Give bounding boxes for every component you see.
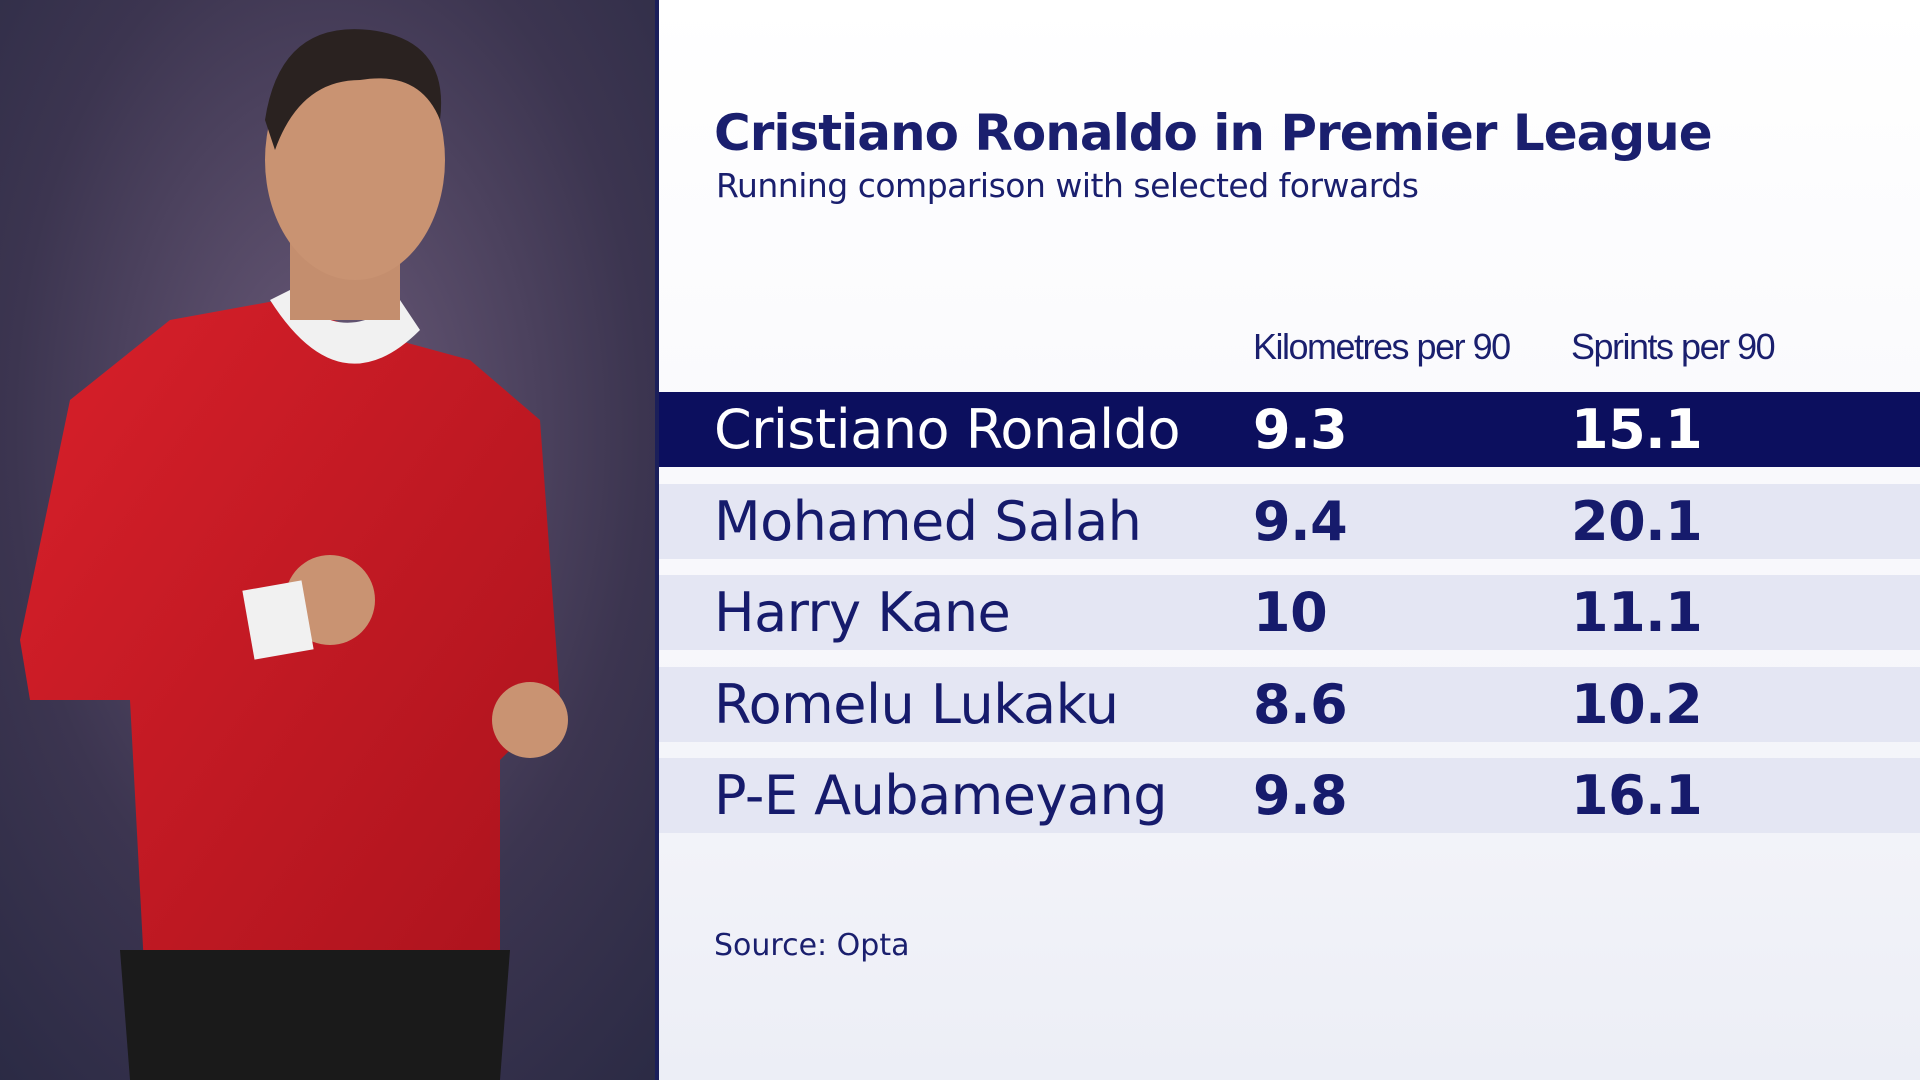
stat-value: 9.8 [1253,764,1348,827]
stat-value: 16.1 [1571,764,1703,827]
stat-value: 20.1 [1571,489,1703,553]
subtitle: Running comparison with selected forward… [716,166,1419,205]
player-name: Romelu Lukaku [714,672,1119,736]
player-name: Mohamed Salah [714,489,1142,553]
table-row: Mohamed Salah 9.4 20.1 [659,483,1920,559]
stat-value: 11.1 [1571,581,1703,644]
player-name: P-E Aubameyang [714,764,1168,827]
column-header: Kilometres per 90 [1253,326,1511,367]
stat-value: 9.4 [1253,489,1348,553]
table-row: Harry Kane 10 11.1 [659,575,1920,650]
stat-value: 9.3 [1253,398,1348,461]
table-row: P-E Aubameyang 9.8 16.1 [659,758,1920,833]
source: Source: Opta [714,928,910,963]
title: Cristiano Ronaldo in Premier League [714,104,1713,162]
stat-value: 10.2 [1571,672,1703,736]
stat-value: 8.6 [1253,672,1348,736]
column-header: Sprints per 90 [1571,326,1776,367]
player-name: Cristiano Ronaldo [714,398,1181,461]
table-row: Romelu Lukaku 8.6 10.2 [659,666,1920,742]
stat-value: 15.1 [1571,398,1703,461]
stat-value: 10 [1253,581,1328,644]
player-photo [0,0,655,1080]
highlight-row: Cristiano Ronaldo 9.3 15.1 [659,392,1920,467]
player-name: Harry Kane [714,581,1011,644]
